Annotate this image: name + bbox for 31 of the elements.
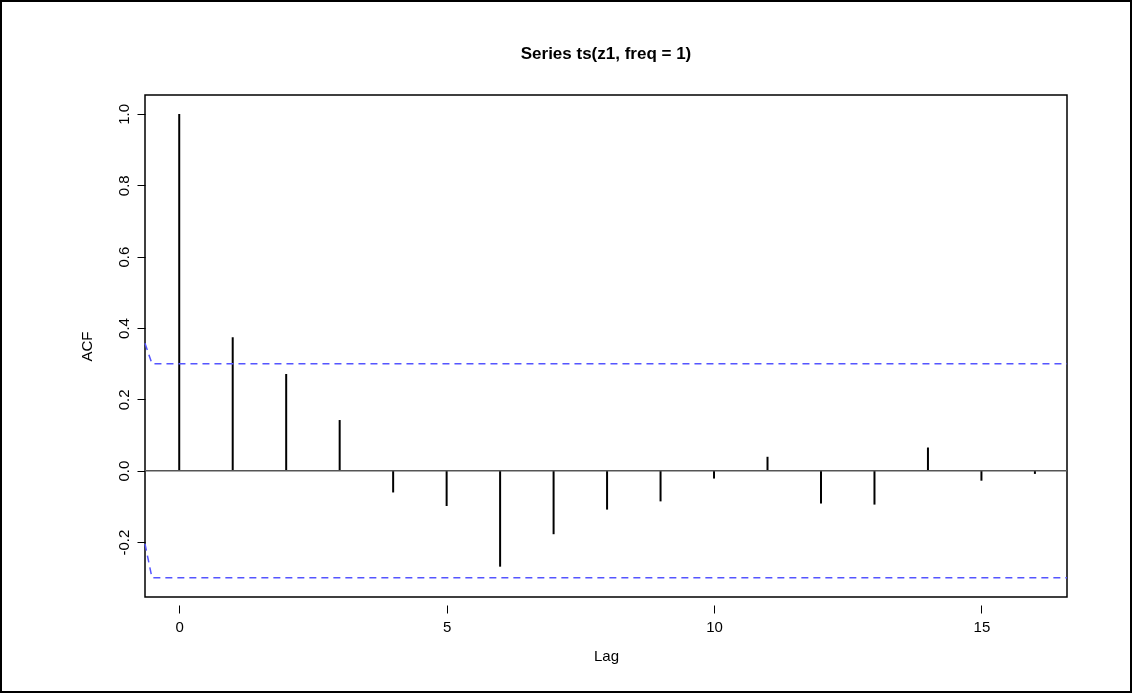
bar [392, 470, 395, 493]
bar [766, 456, 769, 471]
bar [445, 470, 448, 507]
y-tick-label: 0.0 [114, 460, 132, 482]
y-tick-label: 1.0 [114, 103, 132, 125]
x-tick-label: 10 [706, 617, 723, 635]
x-tick-label: 0 [175, 617, 184, 635]
bar [713, 470, 716, 479]
bar [926, 447, 929, 471]
bar [499, 470, 502, 567]
bar [606, 470, 609, 510]
y-axis-title: ACF [77, 331, 95, 362]
bar [178, 113, 181, 471]
y-tick-label: 0.4 [114, 318, 132, 339]
y-tick-label: 0.8 [114, 175, 132, 197]
bar [980, 470, 983, 481]
bar [819, 470, 822, 504]
bar [873, 470, 876, 505]
bar [231, 337, 234, 471]
bar [285, 374, 288, 471]
bar [552, 470, 555, 535]
x-tick-label: 15 [973, 617, 991, 635]
y-tick-label: 0.2 [114, 389, 132, 411]
bar [659, 470, 662, 502]
y-tick-label: -0.2 [114, 529, 132, 556]
x-tick-label: 5 [442, 617, 452, 635]
bar [1033, 470, 1036, 474]
x-axis-title: Lag [593, 646, 620, 664]
chart-title: Series ts(z1, freq = 1) [520, 44, 692, 63]
bar [338, 420, 341, 471]
y-tick-label: 0.6 [114, 246, 132, 268]
